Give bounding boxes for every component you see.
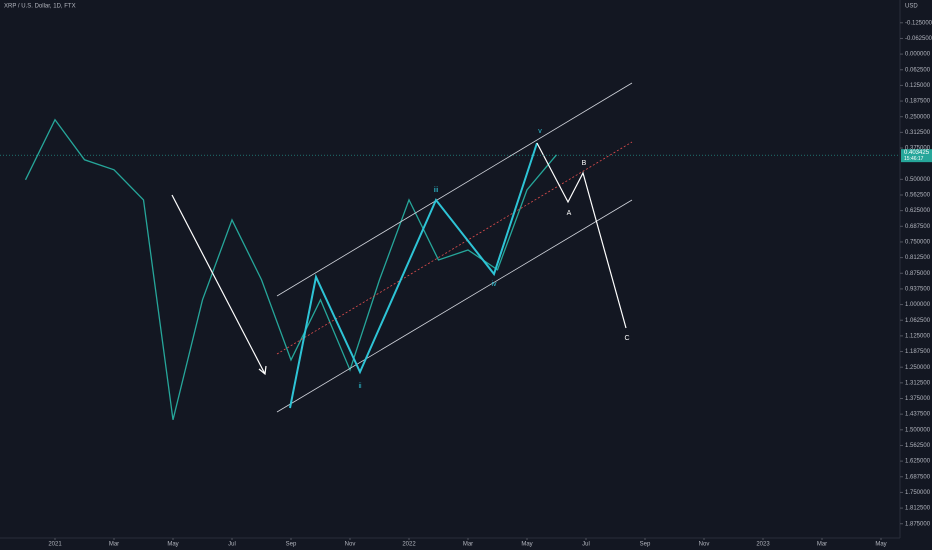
last-price-box bbox=[901, 149, 932, 163]
y-tick-label: 0.562500 bbox=[905, 193, 931, 199]
arrow-head bbox=[258, 365, 267, 376]
x-tick-label: Mar bbox=[109, 542, 119, 548]
y-tick-label: 1.687500 bbox=[905, 474, 931, 480]
y-tick-label: 1.187500 bbox=[905, 349, 931, 355]
wave-label: v bbox=[538, 128, 542, 135]
x-tick-label: Nov bbox=[699, 542, 710, 548]
x-tick-label: 2022 bbox=[402, 542, 416, 548]
wave-label: A bbox=[567, 210, 572, 217]
y-tick-label: 1.250000 bbox=[905, 365, 931, 371]
y-tick-label: 1.312500 bbox=[905, 380, 931, 386]
drawings bbox=[171, 82, 633, 413]
y-tick-label: 0.000000 bbox=[905, 52, 931, 58]
y-tick-label: 1.625000 bbox=[905, 459, 931, 465]
x-tick-label: May bbox=[167, 542, 178, 548]
x-tick-label: May bbox=[875, 542, 886, 548]
y-tick-label: 1.437500 bbox=[905, 412, 931, 418]
arrow bbox=[171, 194, 266, 375]
x-tick-label: Nov bbox=[345, 542, 356, 548]
y-tick-label: 0.187500 bbox=[905, 99, 931, 105]
y-tick-label: 0.687500 bbox=[905, 224, 931, 230]
y-tick-label: 1.562500 bbox=[905, 443, 931, 449]
y-tick-label: 0.625000 bbox=[905, 208, 931, 214]
x-tick-label: Sep bbox=[640, 542, 651, 548]
y-tick-label: 0.312500 bbox=[905, 130, 931, 136]
y-tick-label: -0.062500 bbox=[905, 36, 932, 42]
y-tick-label: 1.750000 bbox=[905, 490, 931, 496]
y-tick-label: 1.125000 bbox=[905, 333, 931, 339]
wave-labels: ii iii iv v A B C bbox=[358, 128, 629, 390]
y-tick-label: 0.125000 bbox=[905, 83, 931, 89]
x-tick-label: 2021 bbox=[48, 542, 62, 548]
x-tick-label: Jul bbox=[582, 542, 590, 548]
y-tick-label: -0.125000 bbox=[905, 20, 932, 26]
y-tick-label: 0.750000 bbox=[905, 240, 931, 246]
y-tick-label: 0.500000 bbox=[905, 177, 931, 183]
price-line bbox=[24, 118, 557, 420]
y-tick-label: 1.375000 bbox=[905, 396, 931, 402]
y-tick-label: 1.500000 bbox=[905, 427, 931, 433]
wave-label: iv bbox=[491, 281, 497, 288]
wave-correction bbox=[536, 142, 627, 329]
wave-label: C bbox=[624, 335, 629, 342]
y-tick-label: 1.875000 bbox=[905, 521, 931, 527]
x-tick-label: Mar bbox=[463, 542, 473, 548]
axis-currency: USD bbox=[905, 4, 918, 10]
y-tick-label: 1.062500 bbox=[905, 318, 931, 324]
y-tick-label: 1.812500 bbox=[905, 506, 931, 512]
x-tick-label: Sep bbox=[286, 542, 297, 548]
x-tick-label: 2023 bbox=[756, 542, 770, 548]
wave-label: iii bbox=[434, 187, 439, 194]
y-tick-label: 0.375000 bbox=[905, 146, 931, 152]
channel-upper bbox=[276, 82, 633, 297]
y-tick-label: 0.875000 bbox=[905, 271, 931, 277]
y-tick-label: 0.250000 bbox=[905, 114, 931, 120]
x-tick-label: Mar bbox=[817, 542, 827, 548]
x-tick-label: May bbox=[521, 542, 532, 548]
channel-lower bbox=[276, 199, 633, 413]
chart-title: XRP / U.S. Dollar, 1D, FTX bbox=[4, 4, 76, 10]
y-tick-label: 0.062500 bbox=[905, 67, 931, 73]
countdown-label: 15:46:17 bbox=[904, 156, 924, 162]
last-price-label: 0.403425 bbox=[904, 150, 930, 156]
wave-label: B bbox=[582, 160, 587, 167]
x-tick-label: Jul bbox=[228, 542, 236, 548]
y-tick-label: 0.812500 bbox=[905, 255, 931, 261]
wave-label: ii bbox=[358, 383, 362, 390]
y-tick-label: 1.000000 bbox=[905, 302, 931, 308]
y-tick-label: 0.937500 bbox=[905, 286, 931, 292]
wave-impulse bbox=[289, 142, 538, 409]
